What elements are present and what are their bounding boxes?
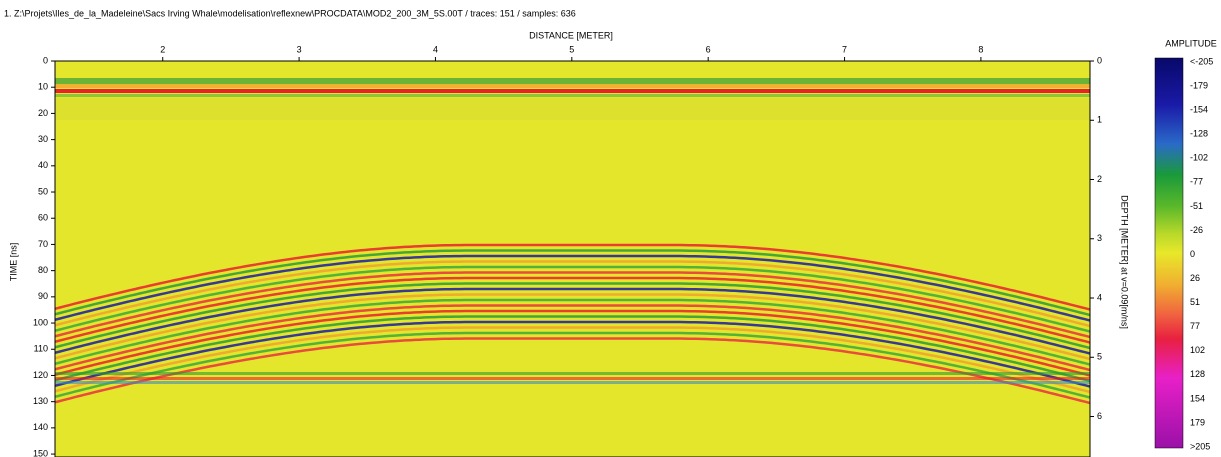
colorbar-label: -26 xyxy=(1190,225,1203,235)
y-tick-label: 40 xyxy=(38,160,48,170)
colorbar-label: 128 xyxy=(1190,369,1205,379)
colorbar-label: -179 xyxy=(1190,80,1208,90)
y-tick-label: 90 xyxy=(38,291,48,301)
reflection xyxy=(55,276,1090,344)
reflection xyxy=(55,260,1090,328)
y-tick-label: 10 xyxy=(38,82,48,92)
reflection xyxy=(55,315,1090,383)
y2-axis-label: DEPTH [METER] at v=0.09[m/ns] xyxy=(1120,195,1130,329)
colorbar-label: -51 xyxy=(1190,201,1203,211)
reflection xyxy=(55,337,1090,405)
colorbar-label: 154 xyxy=(1190,393,1205,403)
colorbar-label: -128 xyxy=(1190,129,1208,139)
y-tick-label: 30 xyxy=(38,134,48,144)
y2-tick-label: 4 xyxy=(1097,292,1102,302)
y-tick-label: 130 xyxy=(33,396,48,406)
colorbar-label: 102 xyxy=(1190,345,1205,355)
y-tick-label: 140 xyxy=(33,422,48,432)
plot-frame xyxy=(54,60,1091,457)
y2-tick-label: 0 xyxy=(1097,55,1102,65)
colorbar-label: >205 xyxy=(1190,441,1210,451)
reflection xyxy=(55,249,1090,317)
x-tick-label: 4 xyxy=(433,44,438,54)
y-tick-label: 100 xyxy=(33,317,48,327)
colorbar-label: 51 xyxy=(1190,297,1200,307)
x-tick-label: 2 xyxy=(160,44,165,54)
reflection xyxy=(55,331,1090,399)
y-tick-label: 150 xyxy=(33,448,48,457)
colorbar-label: -102 xyxy=(1190,153,1208,163)
colorbar-label: <-205 xyxy=(1190,56,1213,66)
y2-tick-label: 1 xyxy=(1097,115,1102,125)
colorbar-label: 26 xyxy=(1190,273,1200,283)
reflection xyxy=(55,243,1090,311)
y2-tick-label: 3 xyxy=(1097,233,1102,243)
y2-tick-label: 5 xyxy=(1097,352,1102,362)
reflection xyxy=(55,304,1090,372)
reflection xyxy=(55,254,1090,322)
reflection xyxy=(55,309,1090,377)
reflection xyxy=(55,298,1090,366)
colorbar-label: -154 xyxy=(1190,105,1208,115)
reflection xyxy=(55,377,1090,380)
colorbar-label: -77 xyxy=(1190,177,1203,187)
reflection xyxy=(55,326,1090,394)
reflection xyxy=(55,372,1090,375)
y-tick-label: 80 xyxy=(38,265,48,275)
y-tick-label: 110 xyxy=(34,344,48,354)
x-tick-label: 6 xyxy=(706,44,711,54)
reflection xyxy=(55,271,1090,339)
reflection xyxy=(55,282,1090,350)
y2-tick-label: 2 xyxy=(1097,174,1102,184)
y-tick-label: 50 xyxy=(38,186,48,196)
colorbar-label: 179 xyxy=(1190,417,1205,427)
y-tick-label: 70 xyxy=(38,239,48,249)
window-title: 1. Z:\Projets\Iles_de_la_Madeleine\Sacs … xyxy=(4,8,576,18)
y2-tick-label: 6 xyxy=(1097,411,1102,421)
radargram xyxy=(55,61,1090,457)
y-tick-label: 0 xyxy=(43,55,48,65)
colorbar-title: AMPLITUDE xyxy=(1165,38,1217,48)
y-axis-label: TIME [ns] xyxy=(8,243,18,282)
reflection xyxy=(55,265,1090,333)
colorbar-label: 0 xyxy=(1190,249,1195,259)
y-tick-label: 120 xyxy=(33,370,48,380)
reflection xyxy=(55,381,1090,384)
x-tick-label: 3 xyxy=(297,44,302,54)
x-axis-label: DISTANCE [METER] xyxy=(529,30,613,40)
reflection xyxy=(55,293,1090,361)
colorbar-label: 77 xyxy=(1190,321,1200,331)
y-tick-label: 60 xyxy=(38,213,48,223)
x-tick-label: 7 xyxy=(842,44,847,54)
x-tick-label: 5 xyxy=(569,44,574,54)
y-tick-label: 20 xyxy=(38,108,48,118)
colorbar xyxy=(1154,57,1184,449)
reflection xyxy=(55,287,1090,355)
x-tick-label: 8 xyxy=(978,44,983,54)
reflection xyxy=(55,320,1090,388)
